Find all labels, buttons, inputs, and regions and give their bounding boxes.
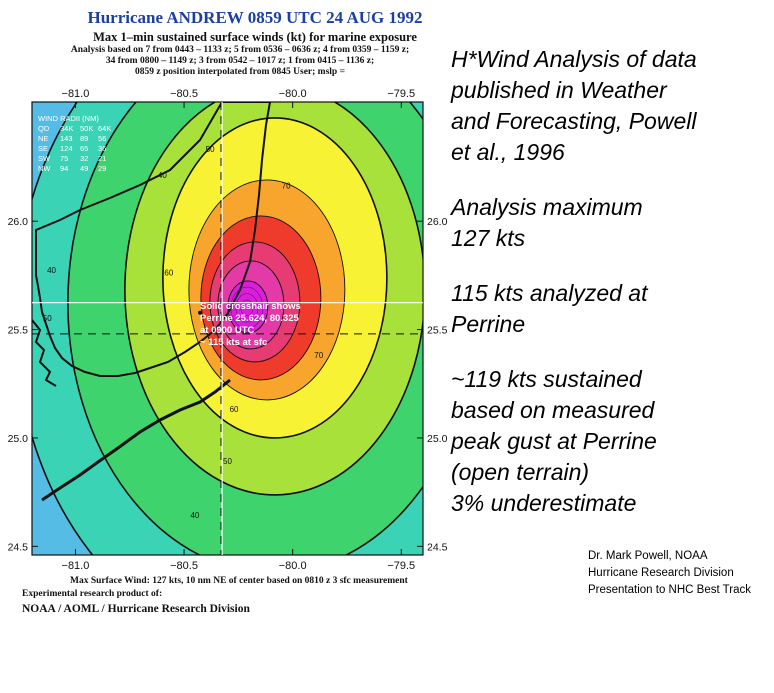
wind-radii-cell: 49 [80,164,88,173]
contour-label: 40 [190,511,199,520]
wind-radii-cell: NW [38,164,51,173]
contour-label: 40 [47,266,56,275]
x-tick-label-top: −81.0 [62,88,90,100]
contour-label: 60 [230,405,239,414]
wind-radii-cell: SW [38,154,51,163]
commentary-p2: Analysis maximum 127 kts [451,192,766,254]
p4-line-4: (open terrain) [451,459,590,485]
wind-radii-cell: 143 [60,134,73,143]
org-name: NOAA / AOML / Hurricane Research Divisio… [22,603,250,615]
p2-line-1: Analysis maximum [451,194,643,220]
x-tick-label-bottom: −80.5 [170,560,198,572]
wind-radii-cell: NE [38,134,48,143]
credit-line-3: Presentation to NHC Best Track [588,584,751,596]
coastline [32,102,272,502]
analysis-info: Analysis based on 7 from 0443 – 1133 z; … [30,45,450,78]
wind-radii-table: WIND RADII (NM) QD 34K 50K 64K NE 143 89 56 SE 12… [38,114,111,173]
chart-title: Hurricane ANDREW 0859 UTC 24 AUG 1992 [87,8,423,27]
perrine-marker [198,310,203,315]
commentary: H*Wind Analysis of data published in Wea… [451,44,766,543]
x-tick-label-top: −80.0 [279,88,307,100]
wind-radii-cell: 56 [98,134,106,143]
contour-label: 60 [164,268,173,277]
wind-radii-cell: 64K [98,124,111,133]
contour-label: 50 [206,145,215,154]
p2-line-2: 127 kts [451,225,526,251]
commentary-p4: ~119 kts sustained based on measured pea… [451,364,766,519]
contour-label: 40 [158,171,167,180]
commentary-p3: 115 kts analyzed at Perrine [451,278,766,340]
inner-contour-ring [240,299,254,317]
crosshair-note-line-4: ~ 115 kts at sfc [200,337,267,348]
crosshair-note-line-2: Perrine 25.624, 80.325 [200,313,299,324]
p3-line-2: Perrine [451,311,526,337]
y-tick-label-left: 25.5 [8,325,29,337]
wind-radii-cell: 65 [80,144,88,153]
wind-radii-cell: 32 [80,154,88,163]
y-tick-label-left: 24.5 [8,541,29,553]
florida-mainland [35,102,272,377]
x-tick-label-bottom: −81.0 [62,560,90,572]
florida-keys [41,378,231,502]
p1-line-2: published in Weather [451,77,667,103]
wind-radii-cell: 50K [80,124,93,133]
contour-label: 50 [43,314,52,323]
wind-radii-cell: QD [38,124,50,133]
y-tick-label-right: 25.5 [427,325,448,337]
p4-line-1: ~119 kts sustained [451,366,642,392]
y-tick-label-left: 26.0 [8,216,29,228]
wind-radii-cell: 75 [60,154,68,163]
wind-radii-cell: 34K [60,124,73,133]
y-tick-label-left: 25.0 [8,433,29,445]
crosshair-note-line-3: at 0900 UTC [200,325,255,336]
contour-label: 50 [223,457,232,466]
analysis-line-1: Analysis based on 7 from 0443 – 1133 z; … [70,45,410,55]
wind-contour-map: −81.0 −81.0 −80.5 −80.5 −80.0 −80.0 −79.5 −79.5… [8,88,448,572]
x-tick-label-bottom: −79.5 [387,560,415,572]
southwest-coast [32,319,57,387]
plot-frame [31,101,424,556]
credit-line-2: Hurricane Research Division [588,567,734,579]
product-note: Experimental research product of: [22,589,163,599]
wind-radii-cell: 21 [98,154,106,163]
contour-fills [32,102,423,555]
x-tick-label-bottom: −80.0 [279,560,307,572]
contour-label: 70 [282,182,291,191]
wind-radii-cell: 124 [60,144,73,153]
wind-radii-cell: SE [38,144,48,153]
contour-label: 70 [314,351,323,360]
credit-line-1: Dr. Mark Powell, NOAA [588,550,708,562]
p4-line-2: based on measured [451,397,655,423]
chart-subtitle: Max 1–min sustained surface winds (kt) f… [93,30,417,44]
wind-radii-header: WIND RADII (NM) [38,114,99,123]
commentary-p1: H*Wind Analysis of data published in Wea… [451,44,766,168]
analysis-line-3: 0859 z position interpolated from 0845 U… [134,67,345,77]
p4-line-5: 3% underestimate [451,490,637,516]
p1-line-1: H*Wind Analysis of data [451,46,697,72]
crosshairs [32,102,423,555]
axes: −81.0 −81.0 −80.5 −80.5 −80.0 −80.0 −79.5 −79.5… [8,88,448,572]
analysis-line-2: 34 from 0800 – 1149 z; 3 from 0542 – 101… [105,56,375,66]
crosshair-note: Solid crosshair shows Perrine 25.624, 80… [200,301,301,348]
p1-line-4: et al., 1996 [451,139,565,165]
y-tick-label-right: 24.5 [427,541,448,553]
p3-line-1: 115 kts analyzed at [451,280,648,306]
max-wind-note: Max Surface Wind: 127 kts, 10 nm NE of c… [70,576,408,586]
presenter-credit: Dr. Mark Powell, NOAA Hurricane Research… [588,548,751,599]
inner-contour-ring [235,293,259,323]
wind-radii-rows: QD 34K 50K 64K NE 143 89 56 SE 124 65 36 SW 75 32 21 NW 9… [38,124,111,173]
contour-labels: 50 70 40 60 70 40 50 60 50 40 [43,145,324,520]
wind-radii-cell: 36 [98,144,106,153]
p4-line-3: peak gust at Perrine [451,428,657,454]
y-tick-label-right: 25.0 [427,433,448,445]
wind-radii-cell: 89 [80,134,88,143]
x-tick-label-top: −80.5 [170,88,198,100]
p1-line-3: and Forecasting, Powell [451,108,697,134]
y-tick-label-right: 26.0 [427,216,448,228]
wind-radii-cell: 94 [60,164,68,173]
crosshair-note-line-1: Solid crosshair shows [200,301,301,312]
x-tick-label-top: −79.5 [387,88,415,100]
wind-radii-cell: 29 [98,164,106,173]
